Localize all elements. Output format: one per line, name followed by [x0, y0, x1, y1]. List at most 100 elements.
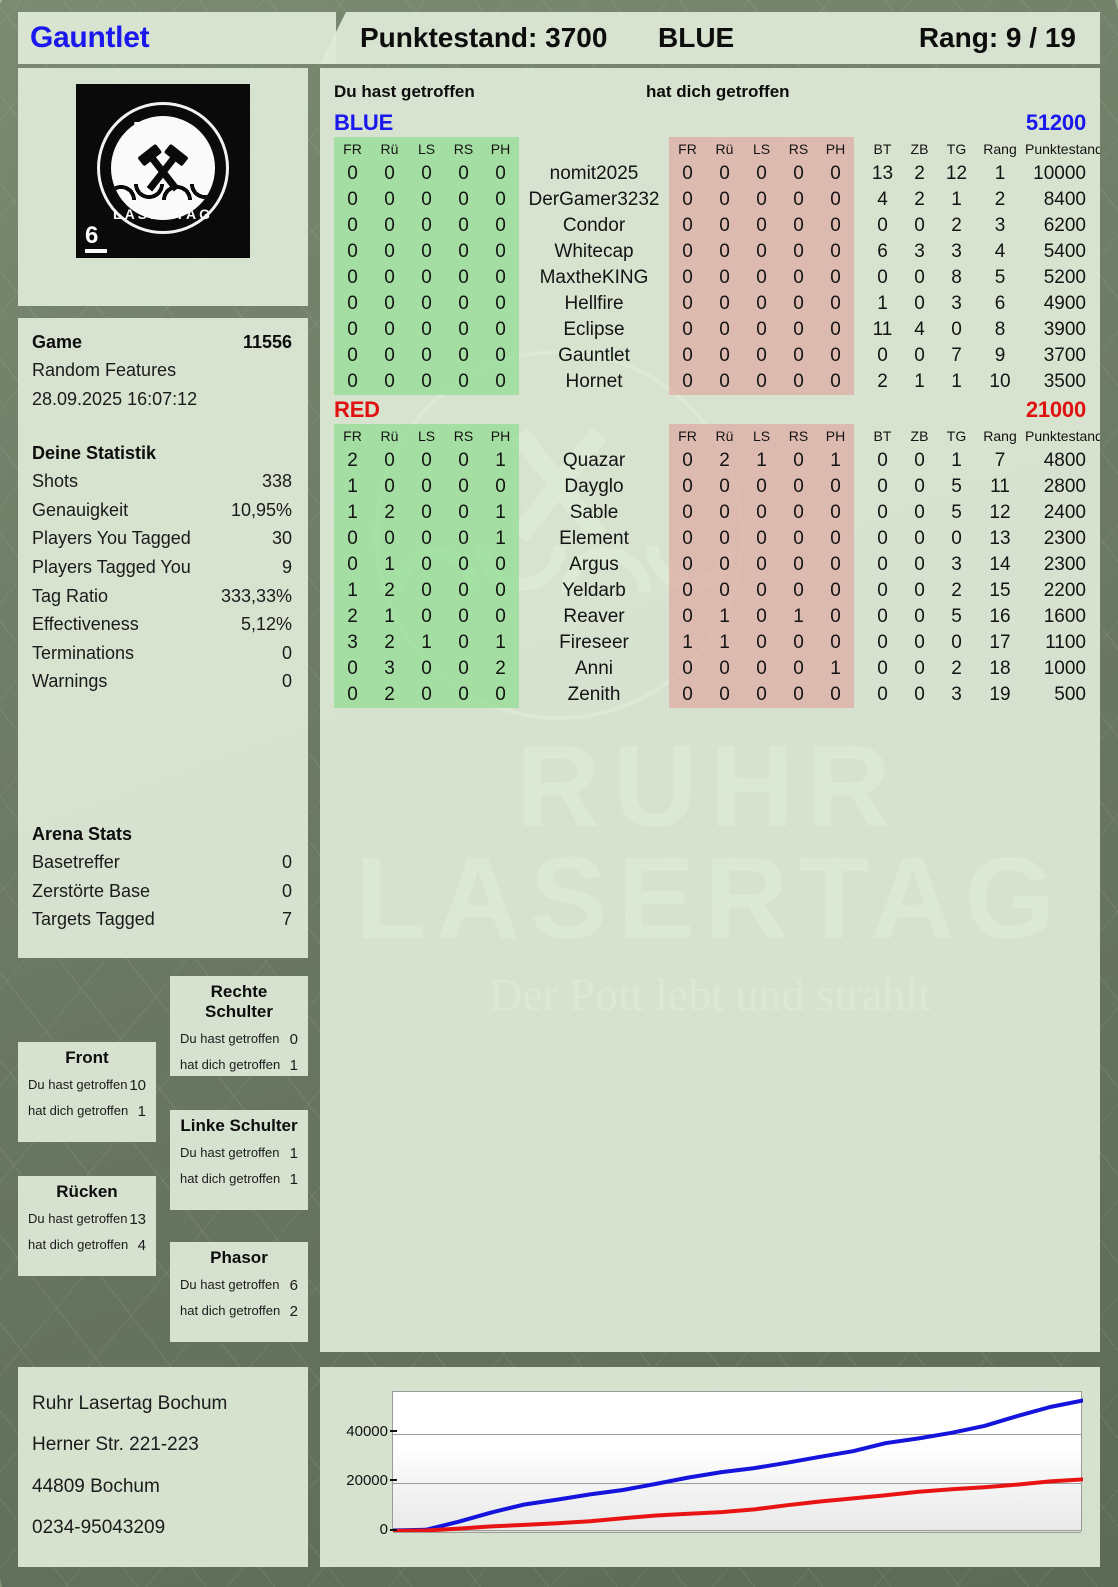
cell-hitby-Rü: 0: [706, 161, 743, 187]
personal-stat-value: 333,33%: [220, 585, 292, 606]
table-row[interactable]: 0 0 0 0 0 Hornet 0 0 0 0 0 2 1 1 10 3500: [334, 369, 1086, 395]
col-head-gap: [854, 424, 864, 448]
cell-hit-Rü: 0: [371, 448, 408, 474]
cell-hitby-FR: 0: [669, 239, 706, 265]
col-head-zb: ZB: [910, 141, 929, 157]
cell-rank: 8: [994, 319, 1006, 340]
cell-hit-PH: 1: [482, 526, 519, 552]
cell-hitby-FR: 0: [669, 213, 706, 239]
table-row[interactable]: 0 0 0 0 0 Condor 0 0 0 0 0 0 0 2 3 6200: [334, 213, 1086, 239]
col-head-hitby-FR: FR: [669, 137, 706, 161]
cell-hit-LS: 0: [408, 578, 445, 604]
cell-rank: 1: [994, 163, 1006, 184]
col-head-hit-Rü: Rü: [371, 137, 408, 161]
cell-rank: 12: [989, 502, 1011, 523]
cell-hit-FR: 0: [334, 656, 371, 682]
table-row[interactable]: 2 0 0 0 1 Quazar 0 2 1 0 1 0 0 1 7 4800: [334, 448, 1086, 474]
cell-score: 2300: [1043, 528, 1086, 549]
body-zone-hit-label: Du hast getroffen: [180, 1145, 280, 1160]
table-row[interactable]: 0 1 0 0 0 Argus 0 0 0 0 0 0 0 3 14 2300: [334, 552, 1086, 578]
cell-hit-Rü: 0: [371, 369, 408, 395]
cell-hitby-RS: 0: [780, 239, 817, 265]
cell-hitby-FR: 0: [669, 604, 706, 630]
score-progress-chart-panel: 0 20000 40000: [320, 1367, 1100, 1567]
col-head-hit-PH: PH: [482, 137, 519, 161]
table-row[interactable]: 0 0 0 0 0 Whitecap 0 0 0 0 0 6 3 3 4 5400: [334, 239, 1086, 265]
cell-hit-RS: 0: [445, 630, 482, 656]
cell-tg: 5: [951, 502, 962, 523]
cell-player-name: Anni: [574, 658, 614, 679]
table-row[interactable]: 0 0 0 0 0 MaxtheKING 0 0 0 0 0 0 0 8 5 5200: [334, 265, 1086, 291]
cell-hit-PH: 0: [482, 239, 519, 265]
cell-player-name: Dayglo: [564, 476, 624, 497]
cell-player-name: Quazar: [562, 450, 626, 471]
table-row[interactable]: 1 2 0 0 0 Yeldarb 0 0 0 0 0 0 0 2 15 2200: [334, 578, 1086, 604]
chart-wrap: 0 20000 40000: [330, 1385, 1088, 1553]
cell-gap: [854, 187, 864, 213]
cell-hit-Rü: 0: [371, 526, 408, 552]
table-row[interactable]: 0 0 0 0 0 DerGamer3232 0 0 0 0 0 4 2 1 2 8400: [334, 187, 1086, 213]
table-row[interactable]: 0 0 0 0 1 Element 0 0 0 0 0 0 0 0 13 2300: [334, 526, 1086, 552]
cell-bt: 0: [877, 528, 888, 549]
table-row[interactable]: 0 0 0 0 0 Hellfire 0 0 0 0 0 1 0 3 6 4900: [334, 291, 1086, 317]
cell-score: 10000: [1033, 163, 1086, 184]
body-zone-title: Rücken: [56, 1182, 118, 1201]
cell-hit-LS: 0: [408, 317, 445, 343]
cell-tg: 1: [951, 450, 962, 471]
cell-hit-Rü: 3: [371, 656, 408, 682]
cell-hit-FR: 0: [334, 682, 371, 708]
table-row[interactable]: 0 2 0 0 0 Zenith 0 0 0 0 0 0 0 3 19 500: [334, 682, 1086, 708]
cell-hitby-Rü: 0: [706, 526, 743, 552]
cell-score: 1000: [1043, 658, 1086, 679]
cell-hit-Rü: 0: [371, 161, 408, 187]
cell-hitby-RS: 0: [780, 265, 817, 291]
table-row[interactable]: 0 0 0 0 0 Eclipse 0 0 0 0 0 11 4 0 8 3900: [334, 317, 1086, 343]
cell-hit-LS: 1: [408, 630, 445, 656]
table-row[interactable]: 0 3 0 0 2 Anni 0 0 0 0 1 0 0 2 18 1000: [334, 656, 1086, 682]
cell-player-name: DerGamer3232: [528, 189, 660, 210]
table-row[interactable]: 1 0 0 0 0 Dayglo 0 0 0 0 0 0 0 5 11 2800: [334, 474, 1086, 500]
col-head-player: [519, 424, 669, 448]
cell-tg: 2: [951, 215, 962, 236]
cell-tg: 12: [945, 163, 968, 184]
cell-hit-LS: 0: [408, 656, 445, 682]
table-header-row: FR Rü LS RS PH FR Rü LS RS PH BT ZB TG Rang Punktestan…: [334, 424, 1100, 448]
cell-hit-Rü: 0: [371, 213, 408, 239]
cell-bt: 0: [877, 606, 888, 627]
cell-hitby-LS: 1: [743, 448, 780, 474]
game-row: Game 11556: [32, 332, 292, 353]
cell-tg: 3: [951, 293, 962, 314]
cell-hit-Rü: 2: [371, 500, 408, 526]
table-row[interactable]: 2 1 0 0 0 Reaver 0 1 0 1 0 0 0 5 16 1600: [334, 604, 1086, 630]
cell-hit-PH: 0: [482, 213, 519, 239]
cell-hit-Rü: 1: [371, 552, 408, 578]
team-header-red: RED 21000: [334, 397, 1086, 423]
cell-hitby-RS: 0: [780, 526, 817, 552]
col-head-hitby-LS: LS: [743, 137, 780, 161]
cell-hit-RS: 0: [445, 474, 482, 500]
personal-stat-value: 5,12%: [240, 614, 292, 635]
cell-zb: 0: [914, 658, 925, 679]
table-row[interactable]: 0 0 0 0 0 nomit2025 0 0 0 0 0 13 2 12 1 10000: [334, 161, 1086, 187]
body-zone-hit-by-label: hat dich getroffen: [28, 1237, 129, 1252]
score-table-blue: FR Rü LS RS PH FR Rü LS RS PH BT ZB TG Rang Punktestan…: [334, 137, 1100, 395]
table-row[interactable]: 0 0 0 0 0 Gauntlet 0 0 0 0 0 0 0 7 9 3700: [334, 343, 1086, 369]
cell-hit-RS: 0: [445, 239, 482, 265]
cell-tg: 0: [951, 319, 962, 340]
table-row[interactable]: 1 2 0 0 1 Sable 0 0 0 0 0 0 0 5 12 2400: [334, 500, 1086, 526]
cell-hit-FR: 0: [334, 526, 371, 552]
cell-hit-Rü: 2: [371, 578, 408, 604]
cell-zb: 0: [914, 606, 925, 627]
col-head-rang: Rang: [983, 141, 1017, 157]
cell-hitby-Rü: 0: [706, 187, 743, 213]
table-row[interactable]: 3 2 1 0 1 Fireseer 1 1 0 0 0 0 0 0 17 1100: [334, 630, 1086, 656]
team-name: RED: [334, 397, 380, 422]
cell-score: 1600: [1043, 606, 1086, 627]
col-head-tg: TG: [946, 428, 967, 444]
cell-rank: 6: [994, 293, 1006, 314]
cell-score: 4900: [1043, 293, 1086, 314]
watermark-line-1: RUHR: [516, 721, 904, 851]
chart-gridline: [393, 1532, 1081, 1533]
cell-rank: 4: [994, 241, 1006, 262]
body-zone-right-shoulder: Rechte Schulter Du hast getroffen 0 hat dic…: [170, 976, 308, 1076]
